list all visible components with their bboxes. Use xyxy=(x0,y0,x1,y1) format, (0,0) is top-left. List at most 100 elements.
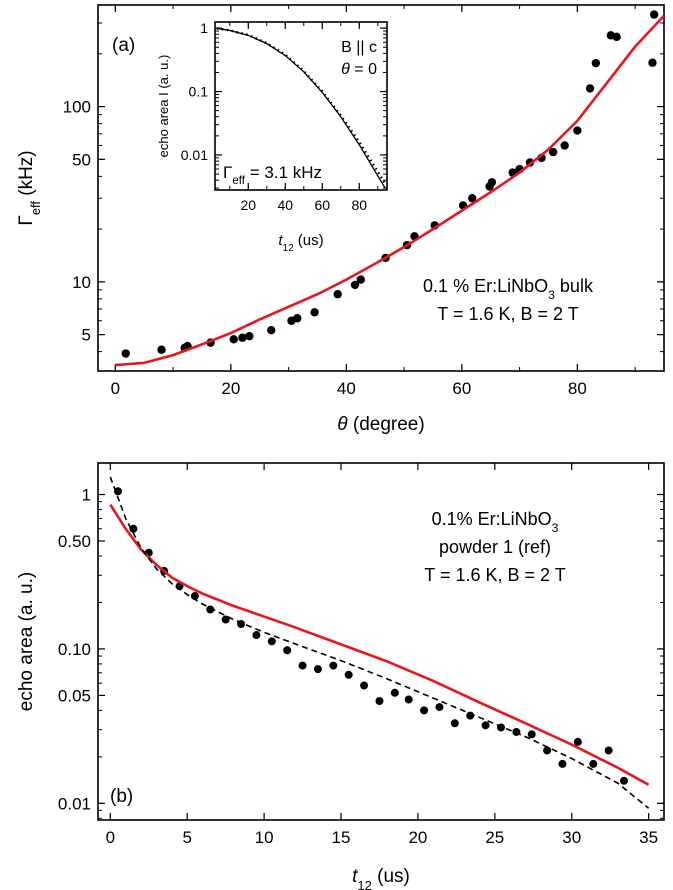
data-point xyxy=(310,308,319,317)
plot-frame xyxy=(97,4,665,372)
data-point xyxy=(420,706,429,715)
inset-annotation-field: B || c xyxy=(341,39,377,56)
x-axis-label: t12 (us) xyxy=(352,866,410,890)
data-point xyxy=(121,349,130,358)
data-point xyxy=(350,280,360,290)
data-point xyxy=(329,661,338,670)
x-tick-label: 10 xyxy=(255,828,274,847)
fit-curve xyxy=(216,27,386,189)
x-tick-label: 20 xyxy=(408,828,427,847)
x-tick-label: 40 xyxy=(337,379,356,398)
inset-annotation-gamma: Γeff = 3.1 kHz xyxy=(223,163,322,187)
y-tick-label: 1 xyxy=(82,486,91,505)
panel-a: 0 20 40 60 80 5 10 50 100 (a) θ (degree) Γeff (kHz)… xyxy=(16,4,665,435)
data-point xyxy=(238,333,247,342)
fit-curve xyxy=(109,503,650,786)
y-tick-label: 0.01 xyxy=(181,147,208,163)
x-tick-label: 60 xyxy=(314,197,330,213)
x-tick-label: 0 xyxy=(106,828,115,847)
x-tick-label: 5 xyxy=(182,828,191,847)
annotation-sample: 0.1% Er:LiNbO3 xyxy=(432,509,559,535)
data-point xyxy=(129,524,138,533)
x-tick-label: 80 xyxy=(568,379,587,398)
plot-frame xyxy=(97,462,665,821)
y-tick-label: 5 xyxy=(82,326,91,345)
data-point xyxy=(548,147,558,157)
y-tick-label: 10 xyxy=(72,273,91,292)
inset-background xyxy=(215,22,387,190)
data-point xyxy=(245,331,254,341)
data-point xyxy=(604,746,613,755)
y-tick-label: 50 xyxy=(72,150,91,169)
y-tick-label: 1 xyxy=(200,20,208,36)
x-tick-label: 20 xyxy=(241,197,257,213)
y-axis-label: Γeff (kHz) xyxy=(16,150,43,225)
panel-label-a: (a) xyxy=(112,35,135,56)
data-point xyxy=(293,314,302,323)
annotation-sample: 0.1 % Er:LiNbO3 bulk xyxy=(423,276,594,302)
x-axis-label: θ (degree) xyxy=(337,414,424,435)
data-point xyxy=(404,695,413,704)
data-point xyxy=(649,10,659,19)
y-tick-label: 0.10 xyxy=(58,640,91,659)
data-point xyxy=(481,721,490,730)
data-point xyxy=(487,178,497,187)
data-point xyxy=(573,737,582,746)
data-point xyxy=(543,746,552,755)
data-point xyxy=(435,703,444,712)
data-point xyxy=(450,719,459,728)
inset-x-axis-label: t12 (us) xyxy=(278,232,323,254)
annotation-conditions: T = 1.6 K, B = 2 T xyxy=(424,565,565,585)
y-tick-label: 0.01 xyxy=(58,794,91,813)
y-tick-label: 0.50 xyxy=(58,532,91,551)
data-point xyxy=(267,325,276,335)
data-point xyxy=(620,776,629,785)
inset: 20 40 60 80 0.01 0.1 1 t12 (us) echo area I (a. … xyxy=(156,20,388,254)
y-tick-label: 100 xyxy=(63,98,91,117)
y-tick-label: 0.1 xyxy=(189,84,209,100)
data-point xyxy=(113,487,122,496)
data-point xyxy=(356,275,365,284)
data-point xyxy=(313,665,322,674)
data-point xyxy=(560,141,569,150)
data-point xyxy=(252,631,261,640)
data-point xyxy=(468,194,477,203)
panel-label-b: (b) xyxy=(110,786,133,807)
data-point xyxy=(585,84,595,93)
data-point xyxy=(298,661,307,670)
y-tick-label: 0.05 xyxy=(58,687,91,706)
data-point xyxy=(558,759,567,768)
x-tick-label: 80 xyxy=(351,197,367,213)
data-point xyxy=(157,345,166,354)
fit-curve xyxy=(115,14,665,367)
x-tick-label: 15 xyxy=(332,828,351,847)
annotation-powder: powder 1 (ref) xyxy=(439,537,551,557)
data-point xyxy=(591,58,601,68)
x-tick-label: 35 xyxy=(639,828,658,847)
data-point xyxy=(612,32,621,42)
data-point xyxy=(283,646,292,655)
data-point xyxy=(375,697,384,706)
x-tick-label: 20 xyxy=(221,379,240,398)
x-tick-label: 0 xyxy=(111,379,120,398)
data-point xyxy=(267,637,276,646)
x-tick-label: 30 xyxy=(562,828,581,847)
inset-annotation-angle: θ = 0 xyxy=(341,61,377,78)
data-point xyxy=(573,126,582,135)
x-tick-label: 60 xyxy=(452,379,471,398)
data-point xyxy=(648,58,657,67)
data-point xyxy=(527,730,536,739)
inset-y-axis-label: echo area I (a. u.) xyxy=(156,55,171,158)
x-tick-label: 40 xyxy=(277,197,293,213)
annotation-conditions: T = 1.6 K, B = 2 T xyxy=(437,304,578,324)
fit-curve-dashed xyxy=(109,476,650,809)
data-point xyxy=(360,681,369,690)
data-point xyxy=(344,670,353,679)
panel-b: 0 5 10 15 20 25 30 35 0.01 0.05 0.10 0.50 1 (b) t12 (u… xyxy=(16,462,665,890)
data-point xyxy=(589,759,598,768)
data-point xyxy=(390,688,399,697)
data-point xyxy=(206,605,215,614)
y-axis-label: echo area (a. u.) xyxy=(16,572,37,711)
x-tick-label: 25 xyxy=(485,828,504,847)
